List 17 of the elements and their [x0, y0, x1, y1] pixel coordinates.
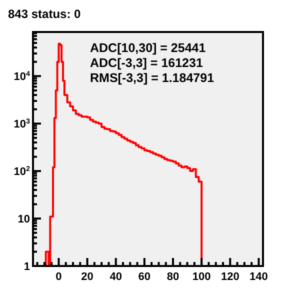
x-tick-label: 20 — [81, 271, 94, 283]
x-tick-label: 60 — [138, 271, 151, 283]
x-tick-label: 120 — [220, 271, 240, 283]
y-tick-label: 10$^{2}$ — [14, 165, 30, 178]
chart-title: 843 status: 0 — [8, 7, 82, 21]
y-tick-label: 10$^{3}$ — [14, 118, 30, 131]
annotation: ADC[-3,3] = 161231 — [90, 56, 203, 70]
annotation: RMS[-3,3] = 1.184791 — [90, 71, 214, 85]
x-tick-label: 0 — [56, 271, 62, 283]
y-tick-label: 10 — [18, 214, 30, 226]
x-tick-label: 100 — [192, 271, 211, 283]
annotation: ADC[10,30] = 25441 — [90, 41, 206, 55]
y-tick-label: 1 — [24, 261, 30, 273]
x-tick-label: 40 — [110, 271, 122, 283]
y-tick-label: 10$^{4}$ — [14, 70, 30, 84]
x-tick-label: 140 — [250, 271, 268, 283]
x-tick-label: 80 — [166, 271, 180, 283]
